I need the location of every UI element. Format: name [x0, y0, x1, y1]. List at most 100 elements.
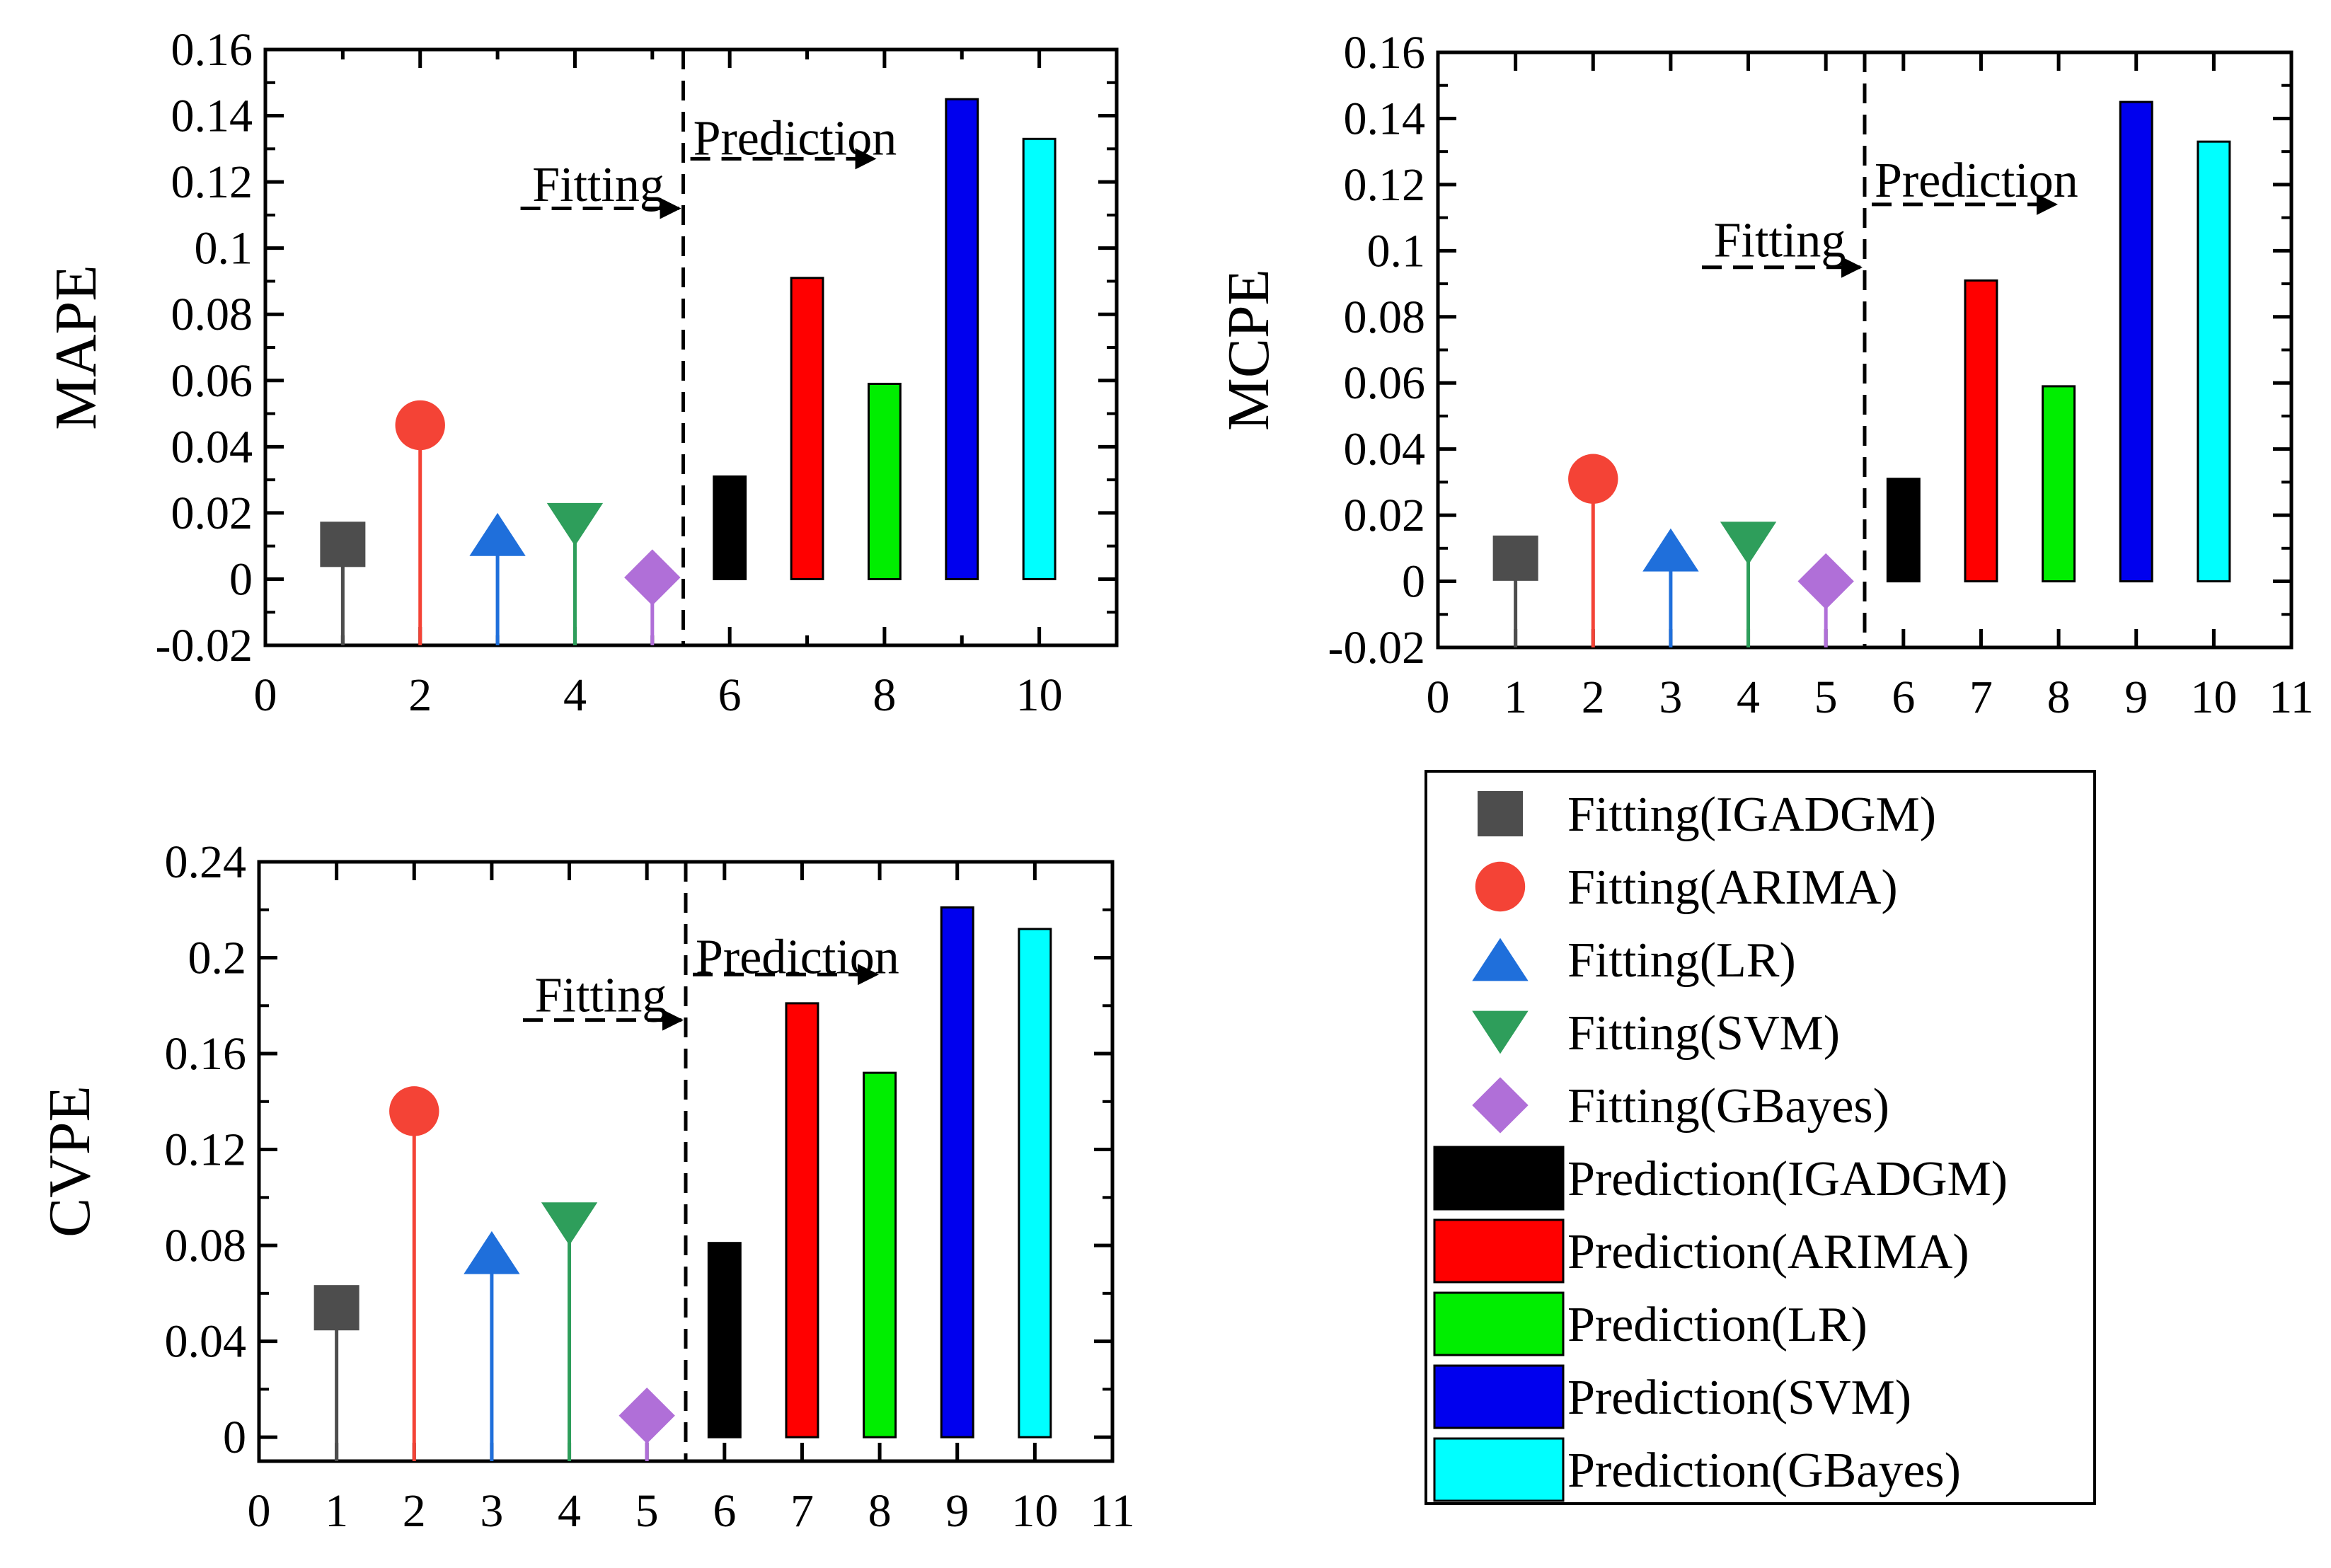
mcpe-stem-marker-5: [1797, 553, 1854, 610]
cvpe-xtick-label: 4: [558, 1485, 581, 1537]
cvpe-stem-marker-1: [313, 1285, 359, 1331]
cvpe-bar-7: [785, 1002, 819, 1439]
mcpe-ytick-label: 0.14: [1344, 93, 1426, 144]
mape-ytick-label: -0.02: [156, 620, 253, 671]
mape-ytick-label: 0.16: [171, 24, 253, 76]
cvpe-xtick-label: 6: [713, 1485, 736, 1537]
cvpe-bar-6: [707, 1242, 742, 1439]
legend-label-4: Fitting(GBayes): [1567, 1079, 1889, 1134]
cvpe-xtick-label: 9: [945, 1485, 969, 1537]
mcpe-ytick-label: 0.02: [1344, 490, 1426, 541]
mcpe-ytick-label: 0.06: [1344, 357, 1426, 409]
mape-xtick-label: 2: [408, 669, 432, 721]
mape-xtick-label: 6: [718, 669, 742, 721]
legend-label-2: Fitting(LR): [1567, 933, 1796, 988]
mape-bar-8: [867, 382, 902, 580]
cvpe-xtick-label: 1: [325, 1485, 348, 1537]
legend-marker-0: [1478, 791, 1523, 836]
cvpe-ytick-label: 0.24: [165, 836, 247, 888]
legend-label-7: Prediction(LR): [1567, 1298, 1867, 1352]
mcpe-xtick-label: 3: [1659, 671, 1682, 723]
mape-ytick-label: 0.14: [171, 91, 253, 142]
mape-xtick-label: 8: [873, 669, 896, 721]
mape-bar-9: [945, 98, 979, 580]
legend-label-1: Fitting(ARIMA): [1567, 860, 1898, 915]
cvpe-prediction-label: Prediction: [696, 930, 899, 985]
legend-swatch-9: [1433, 1437, 1565, 1502]
cvpe-xtick-label: 11: [1090, 1485, 1135, 1537]
cvpe-bar-8: [863, 1071, 897, 1439]
mape-bar-7: [790, 277, 824, 580]
legend-swatch-5: [1433, 1146, 1565, 1211]
legend: Fitting(IGADGM) Fitting(ARIMA) Fitting(LR)…: [1424, 770, 2096, 1505]
mape-prediction-label: Prediction: [693, 111, 897, 166]
mcpe-prediction-label: Prediction: [1875, 154, 2078, 208]
mape-stem-marker-2: [395, 400, 445, 451]
mape-ytick-label: 0.04: [171, 421, 253, 473]
mape-xtick-label: 10: [1016, 669, 1063, 721]
mcpe-stem-marker-4: [1720, 521, 1777, 565]
mcpe-bar-8: [2042, 385, 2076, 583]
mape-stem-marker-5: [624, 549, 681, 606]
cvpe-xtick-label: 2: [403, 1485, 426, 1537]
cvpe-ytick-label: 0.16: [165, 1028, 247, 1080]
mcpe-y-axis-title: MCPE: [1216, 269, 1282, 431]
mcpe-xtick-label: 7: [1969, 671, 1993, 723]
legend-label-3: Fitting(SVM): [1567, 1006, 1840, 1061]
mcpe-stem-marker-1: [1492, 535, 1538, 581]
cvpe-xtick-label: 3: [480, 1485, 503, 1537]
legend-marker-3: [1472, 1010, 1529, 1054]
cvpe-bar-10: [1018, 928, 1052, 1439]
cvpe-y-axis-title: CVPE: [37, 1085, 103, 1238]
mcpe-ytick-label: 0.04: [1344, 424, 1426, 475]
mape-stem-marker-3: [469, 512, 526, 556]
mape-ytick-label: 0.02: [171, 488, 253, 539]
mcpe-xtick-label: 5: [1814, 671, 1838, 723]
legend-swatch-8: [1433, 1364, 1565, 1429]
cvpe-stem-marker-5: [618, 1387, 675, 1444]
cvpe-ytick-label: 0.12: [165, 1124, 247, 1176]
legend-label-0: Fitting(IGADGM): [1567, 788, 1936, 842]
mcpe-stem-marker-3: [1642, 528, 1699, 572]
mape-xtick-label: 0: [254, 669, 277, 721]
mape-ytick-label: 0: [229, 553, 253, 605]
mcpe-xtick-label: 9: [2124, 671, 2148, 723]
cvpe-ytick-label: 0.04: [165, 1316, 247, 1368]
cvpe-panel: 0 0.04 0.08 0.12 0.16 0.2 0.24 0 1 2 3 4 5 6 7 8 9 10 11 CV…: [37, 836, 1135, 1537]
cvpe-fitting-label: Fitting: [535, 969, 667, 1023]
mcpe-bar-9: [2119, 100, 2153, 583]
mcpe-bar-10: [2197, 140, 2231, 583]
mape-ytick-label: 0.12: [171, 156, 253, 208]
mcpe-xtick-label: 4: [1737, 671, 1760, 723]
mcpe-xtick-label: 8: [2047, 671, 2071, 723]
legend-label-9: Prediction(GBayes): [1567, 1443, 1961, 1498]
mcpe-ytick-label: 0.1: [1367, 225, 1426, 277]
cvpe-xtick-label: 0: [248, 1485, 271, 1537]
legend-marker-2: [1472, 938, 1529, 981]
legend-marker-4: [1472, 1077, 1529, 1134]
cvpe-ytick-label: 0: [223, 1412, 246, 1463]
mape-xtick-label: 4: [563, 669, 587, 721]
mcpe-xtick-label: 0: [1427, 671, 1450, 723]
mcpe-ytick-label: 0.08: [1344, 292, 1426, 343]
cvpe-stem-marker-2: [389, 1086, 439, 1136]
cvpe-xtick-label: 5: [635, 1485, 659, 1537]
mape-bar-6: [713, 475, 747, 580]
mcpe-xtick-label: 1: [1504, 671, 1527, 723]
cvpe-ytick-label: 0.08: [165, 1220, 247, 1272]
mape-ytick-label: 0.06: [171, 355, 253, 407]
mape-plot-frame: [263, 47, 1119, 647]
mape-stem-marker-1: [320, 521, 366, 567]
mape-ytick-label: 0.1: [195, 223, 253, 275]
cvpe-xtick-label: 7: [790, 1485, 814, 1537]
legend-label-6: Prediction(ARIMA): [1567, 1225, 1969, 1279]
cvpe-stem-marker-4: [541, 1202, 598, 1245]
cvpe-xtick-label: 10: [1011, 1485, 1058, 1537]
mcpe-bar-6: [1886, 478, 1921, 583]
mape-bar-10: [1022, 137, 1057, 580]
cvpe-stem-marker-3: [464, 1230, 520, 1274]
